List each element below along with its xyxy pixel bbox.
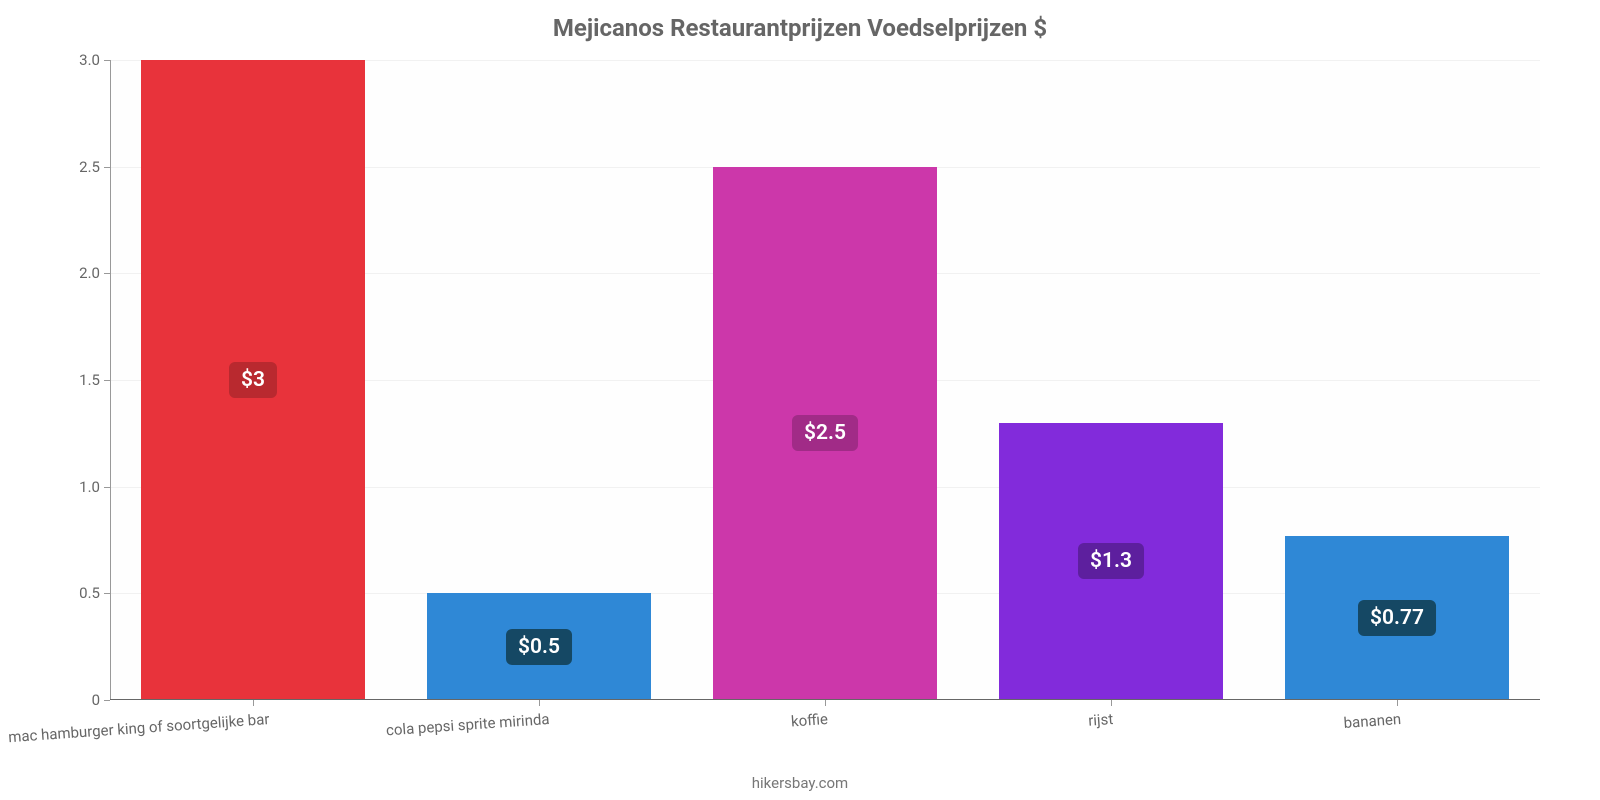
value-badge: $2.5 — [792, 415, 858, 451]
x-tick-label: bananen — [1343, 710, 1402, 732]
chart-title: Mejicanos Restaurantprijzen Voedselprijz… — [0, 14, 1600, 42]
y-tick-label: 0.5 — [79, 584, 100, 602]
y-axis-line — [110, 60, 111, 700]
price-chart: Mejicanos Restaurantprijzen Voedselprijz… — [0, 0, 1600, 800]
x-tick-mark — [539, 700, 540, 706]
price-bar: $0.5 — [427, 593, 650, 700]
price-bar: $3 — [141, 60, 364, 700]
x-tick-mark — [1111, 700, 1112, 706]
y-tick-mark — [104, 700, 110, 701]
price-bar: $1.3 — [999, 423, 1222, 700]
value-badge: $0.5 — [506, 629, 572, 665]
y-tick-label: 1.5 — [79, 371, 100, 389]
y-tick-label: 2.5 — [79, 158, 100, 176]
x-tick-mark — [1397, 700, 1398, 706]
price-bar: $0.77 — [1285, 536, 1508, 700]
value-badge: $3 — [229, 362, 277, 398]
y-tick-label: 2.0 — [79, 264, 100, 282]
y-tick-label: 1.0 — [79, 478, 100, 496]
x-tick-mark — [253, 700, 254, 706]
x-tick-label: mac hamburger king of soortgelijke bar — [8, 710, 270, 746]
plot-area: 00.51.01.52.02.53.0$3mac hamburger king … — [110, 60, 1540, 700]
y-tick-label: 0 — [92, 691, 100, 709]
x-tick-label: rijst — [1088, 710, 1114, 730]
x-tick-label: cola pepsi sprite mirinda — [385, 710, 550, 739]
price-bar: $2.5 — [713, 167, 936, 700]
value-badge: $1.3 — [1078, 543, 1144, 579]
x-tick-label: koffie — [790, 710, 828, 731]
attribution-text: hikersbay.com — [0, 774, 1600, 792]
x-tick-mark — [825, 700, 826, 706]
y-tick-label: 3.0 — [79, 51, 100, 69]
value-badge: $0.77 — [1358, 600, 1436, 636]
x-axis-line — [110, 699, 1540, 700]
